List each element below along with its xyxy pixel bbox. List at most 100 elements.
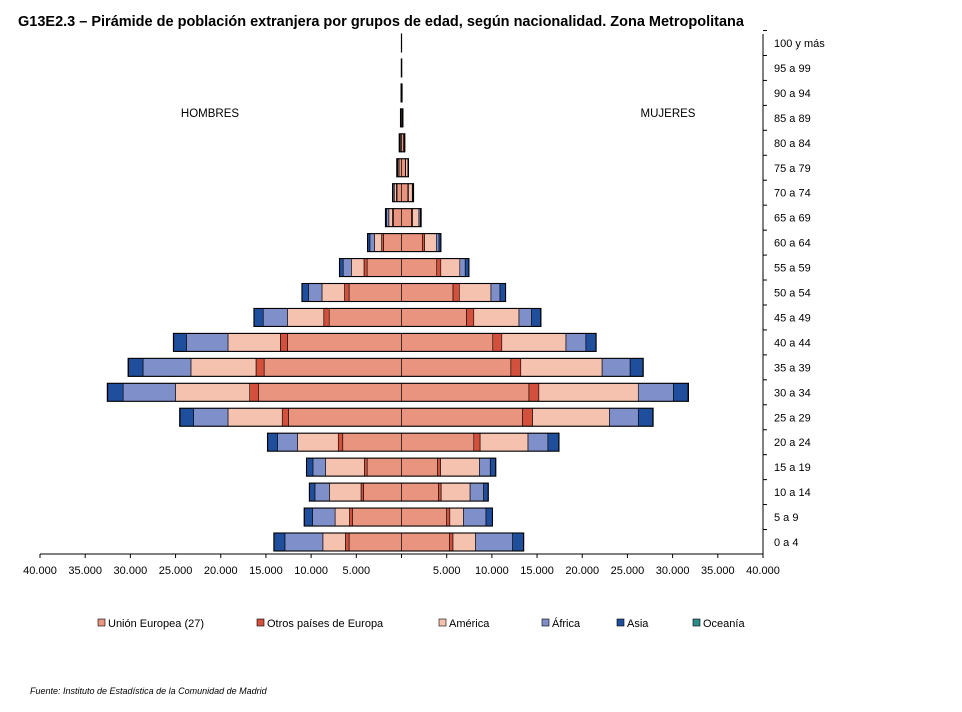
bar-men-3-13: [374, 233, 382, 252]
bar-men-1-1: [348, 532, 402, 552]
bar-women-1-15: [401, 183, 409, 202]
bar-outline-9: [172, 332, 597, 352]
bar-men-4-2: [312, 507, 336, 527]
bar-men-5-11: [301, 283, 309, 302]
bar-men-1-16: [398, 158, 402, 178]
bar-women-5-8: [629, 358, 644, 377]
bar-men-5-3: [309, 482, 316, 502]
bar-women-4-6: [609, 407, 639, 427]
bar-men-5-4: [306, 457, 314, 477]
bar-men-3-14: [388, 208, 393, 227]
bar-women-4-11: [490, 283, 501, 302]
bar-men-5-8: [128, 358, 144, 377]
bar-outline-18: [399, 108, 404, 128]
bar-men-2-11: [344, 283, 350, 302]
bar-men-3-2: [334, 507, 350, 527]
bar-women-1-13: [401, 233, 423, 252]
bar-men-4-7: [122, 382, 176, 402]
bar-men-2-3: [360, 482, 364, 502]
bar-outline-2: [303, 507, 494, 527]
bar-women-4-10: [518, 308, 532, 327]
age-label-10: 45 a 49: [774, 312, 811, 324]
bar-women-4-9: [565, 333, 587, 352]
bar-men-2-8: [255, 358, 265, 377]
bar-women-4-8: [601, 358, 631, 377]
bar-men-3-3: [329, 482, 362, 502]
bar-women-1-11: [401, 283, 454, 302]
chart-title: G13E2.3 – Pirámide de población extranje…: [18, 14, 744, 30]
bar-women-5-4: [489, 457, 496, 477]
bar-women-5-9: [585, 333, 597, 352]
bar-men-3-6: [227, 407, 283, 427]
bar-outline-15: [392, 183, 415, 203]
age-label-19: 90 a 94: [774, 88, 811, 100]
bar-women-1-7: [401, 382, 530, 402]
bar-women-1-9: [401, 333, 494, 352]
bar-men-5-6: [179, 407, 194, 427]
bar-outline-6: [179, 407, 654, 427]
bar-women-2-11: [452, 283, 460, 302]
bar-women-1-14: [401, 208, 412, 227]
age-label-1: 0 a 4: [774, 537, 798, 549]
legend-swatch-1: [97, 618, 106, 627]
bar-women-1-16: [401, 158, 406, 178]
bar-men-2-4: [364, 457, 368, 477]
bar-women-5-1: [512, 532, 524, 552]
bar-women-5-11: [499, 283, 506, 302]
bar-men-2-9: [280, 333, 288, 352]
bars-group: [106, 33, 689, 552]
bar-men-1-11: [348, 283, 402, 302]
bar-outline-1: [273, 532, 525, 552]
hombres-label: HOMBRES: [181, 108, 239, 120]
age-label-6: 25 a 29: [774, 412, 811, 424]
bar-men-4-10: [262, 308, 288, 327]
bar-men-3-15: [393, 183, 397, 202]
bar-men-4-14: [386, 208, 390, 227]
bar-women-3-6: [532, 407, 610, 427]
bar-women-2-8: [510, 358, 522, 377]
bar-women-2-13: [421, 233, 425, 252]
bar-men-2-12: [363, 258, 368, 277]
bar-women-2-7: [528, 382, 540, 402]
source-note: Fuente: Instituto de Estadística de la C…: [30, 686, 267, 696]
legend-swatch-6: [692, 618, 701, 627]
bar-men-1-15: [396, 183, 402, 202]
bar-women-1-6: [401, 407, 523, 427]
bar-women-5-2: [485, 507, 493, 527]
x-tick-label-10: 5.000: [433, 565, 461, 577]
bar-men-3-4: [325, 457, 365, 477]
bar-men-5-1: [273, 532, 286, 552]
bar-women-3-13: [424, 233, 437, 252]
age-label-5: 20 a 24: [774, 437, 811, 449]
bar-women-3-1: [452, 532, 476, 552]
bar-women-3-9: [501, 333, 567, 352]
bar-men-1-5: [342, 432, 402, 452]
bar-women-3-3: [440, 482, 471, 502]
bar-men-2-6: [281, 407, 289, 427]
x-tick-label-17: 40.000: [746, 565, 780, 577]
legend: Unión Europea (27) Otros países de Europa…: [97, 617, 745, 630]
bar-women-2-1: [449, 532, 454, 552]
bar-women-3-16: [405, 158, 409, 178]
age-label-7: 30 a 34: [774, 387, 811, 399]
age-label-15: 70 a 74: [774, 188, 811, 200]
bar-men-3-7: [175, 382, 250, 402]
legend-swatch-3: [438, 618, 447, 627]
bar-men-3-10: [287, 308, 325, 327]
bar-women-5-7: [673, 382, 689, 402]
legend-swatch-4: [541, 618, 550, 627]
legend-swatch-5: [616, 618, 625, 627]
bar-women-1-8: [401, 358, 512, 377]
x-tick-label-13: 20.000: [565, 565, 599, 577]
bar-men-1-14: [393, 208, 402, 227]
bar-women-3-11: [459, 283, 492, 302]
bar-women-3-5: [479, 432, 529, 452]
bar-women-5-6: [637, 407, 654, 427]
bar-men-1-4: [366, 457, 402, 477]
bar-outline-5: [266, 432, 560, 452]
bar-men-1-9: [287, 333, 402, 352]
bar-women-4-1: [475, 532, 513, 552]
bar-men-5-10: [253, 308, 264, 327]
bar-outline-3: [308, 482, 489, 502]
age-label-18: 85 a 89: [774, 113, 811, 125]
